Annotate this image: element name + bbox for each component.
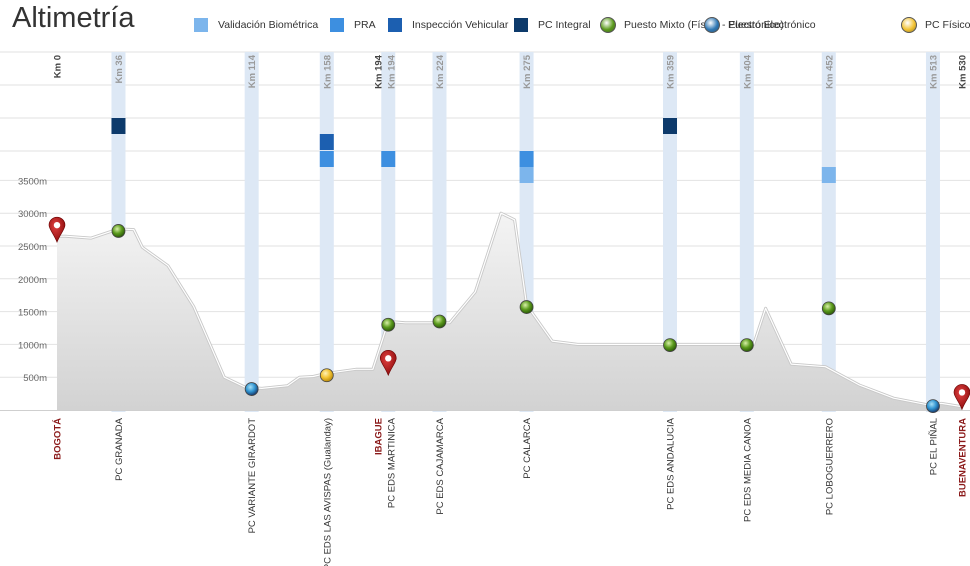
- endpoint-label: IBAGUE: [373, 418, 384, 455]
- y-tick-label: 1000m: [18, 340, 47, 351]
- station-label: PC EDS ANDALUCIA: [666, 417, 677, 510]
- km-label: Km 359: [666, 55, 677, 89]
- service-marker-biometrica: [519, 167, 534, 183]
- service-marker-pra: [319, 151, 334, 167]
- km-label: Km 194: [386, 54, 397, 89]
- y-tick-label: 500m: [23, 373, 47, 384]
- location-pin-icon: [379, 350, 397, 377]
- station-marker-mixto: [381, 317, 396, 332]
- service-marker-integral: [663, 118, 678, 134]
- legend-label: Puesto Electrónico: [728, 19, 816, 31]
- endpoint-km-label: Km 0: [53, 55, 64, 78]
- station-marker-mixto: [432, 314, 447, 329]
- legend-swatch-circle: [704, 17, 720, 33]
- station-label: PC EDS MARTINICA: [386, 417, 397, 508]
- station-marker-mixto: [519, 300, 534, 314]
- km-label: Km 452: [824, 55, 835, 89]
- station-marker-fisico: [319, 368, 334, 383]
- location-pin-icon: [953, 384, 970, 411]
- chart-title: Altimetría: [12, 2, 135, 34]
- service-marker-pra: [381, 151, 396, 167]
- station-column: [821, 52, 836, 412]
- service-markers: [111, 118, 836, 183]
- legend-swatch-circle: [901, 17, 917, 33]
- service-marker-biometrica: [821, 167, 836, 183]
- station-label: PC EDS MEDIA CANOA: [742, 417, 753, 522]
- legend-label: PC Físico: [925, 19, 970, 31]
- station-column: [663, 52, 678, 412]
- elevation-area: [57, 213, 962, 410]
- km-label: Km 114: [247, 54, 258, 88]
- legend-swatch-square: [388, 18, 402, 32]
- station-label: PC GRANADA: [114, 417, 125, 480]
- y-tick-label: 2000m: [18, 275, 47, 286]
- y-tick-label: 2500m: [18, 242, 47, 253]
- legend-label: Puesto Mixto (Físico - Electrónico): [624, 19, 784, 31]
- legend-swatch-square: [194, 18, 208, 32]
- station-label: PC EDS LAS AVISPAS (Gualanday): [322, 418, 333, 566]
- km-label: Km 36: [114, 55, 125, 84]
- km-label: Km 275: [522, 54, 533, 89]
- endpoint-km-label: Km 194: [373, 54, 384, 89]
- legend-label: PC Integral: [538, 19, 591, 31]
- y-tick-label: 3000m: [18, 209, 47, 220]
- station-label: PC LOBOGUERRERO: [824, 418, 835, 515]
- station-marker-mixto: [739, 338, 754, 352]
- endpoint-label: BUENAVENTURA: [958, 418, 969, 497]
- endpoint-km-label: Km 530: [958, 55, 969, 89]
- station-label: PC VARIANTE GIRARDOT: [247, 418, 258, 534]
- elevation-line: [57, 212, 963, 408]
- station-column: [319, 52, 334, 412]
- service-marker-pra: [519, 151, 534, 167]
- station-marker-electronico: [244, 382, 259, 396]
- legend-label: Validación Biométrica: [218, 19, 319, 31]
- legend-label: PRA: [354, 19, 376, 31]
- station-label: PC CALARCA: [522, 417, 533, 478]
- location-pin-icon: [48, 216, 66, 244]
- legend-swatch-square: [330, 18, 344, 32]
- location-pin-hole: [53, 221, 61, 229]
- legend-label: Inspección Vehicular: [412, 19, 509, 31]
- km-label: Km 158: [322, 55, 333, 89]
- service-marker-integral: [111, 118, 126, 134]
- y-tick-label: 1500m: [18, 308, 47, 319]
- km-label: Km 224: [435, 54, 446, 89]
- station-label: PC EL PIÑAL: [928, 418, 939, 475]
- station-label: PC EDS CAJAMARCA: [435, 417, 446, 514]
- station-column: [925, 52, 940, 412]
- endpoint-pins: [48, 216, 970, 411]
- y-tick-label: 3500m: [18, 176, 47, 187]
- legend-swatch-circle: [600, 17, 616, 33]
- location-pin-hole: [385, 355, 392, 362]
- station-marker-mixto: [821, 301, 836, 316]
- station-marker-mixto: [663, 338, 677, 352]
- station-column: [739, 52, 754, 412]
- service-marker-inspeccion: [319, 134, 334, 150]
- station-marker-mixto: [111, 224, 126, 238]
- legend-swatch-square: [514, 18, 528, 32]
- km-label: Km 404: [742, 54, 753, 89]
- station-column: [244, 52, 259, 412]
- station-marker-electronico: [926, 399, 940, 413]
- km-label: Km 513: [928, 55, 939, 89]
- station-markers: [111, 224, 940, 413]
- endpoint-label: BOGOTÁ: [53, 418, 64, 460]
- location-pin-hole: [958, 389, 966, 396]
